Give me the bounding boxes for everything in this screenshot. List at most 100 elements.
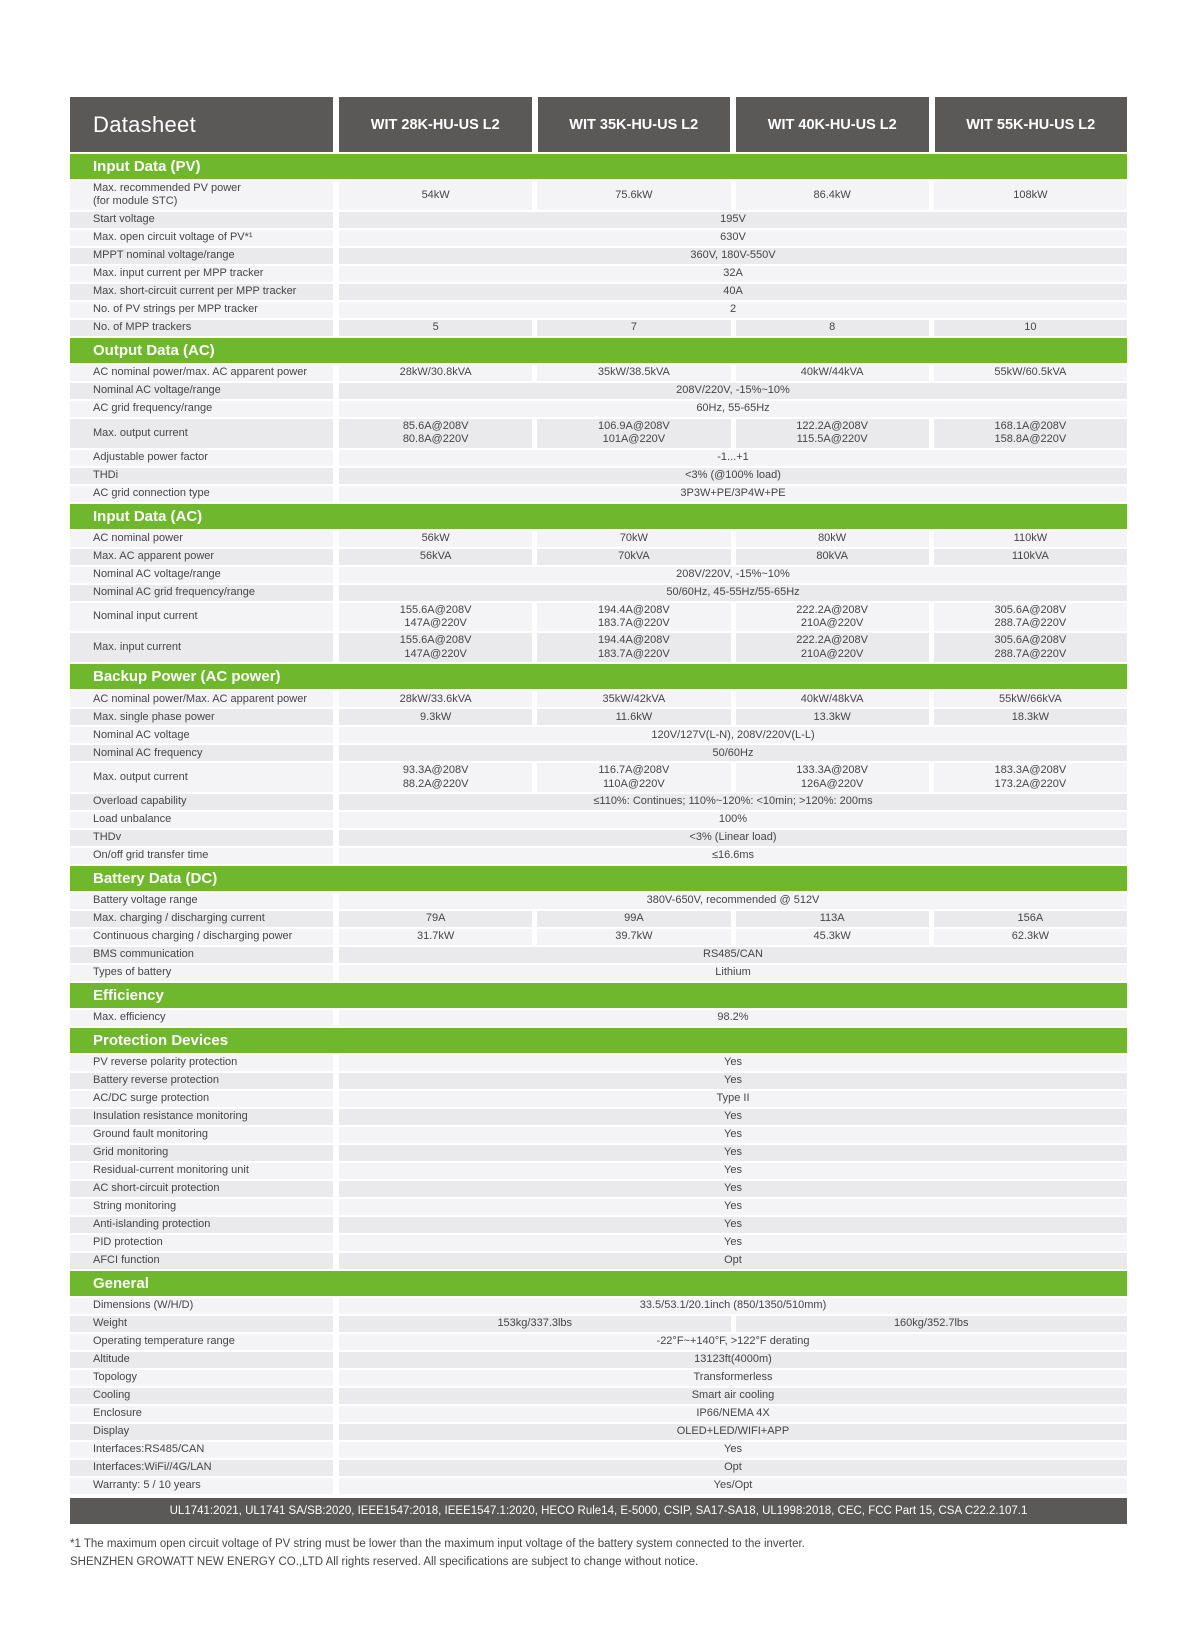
- row-value: 194.4A@208V 183.7A@220V: [537, 633, 731, 663]
- row-value: 85.6A@208V 80.8A@220V: [339, 418, 533, 448]
- datasheet-table: Input Data (PV) Max. recommended PV power…: [70, 154, 1127, 1495]
- row-value: 208V/220V, -15%~10%: [339, 382, 1127, 399]
- row-value: 156A: [933, 911, 1127, 928]
- row-label: Overload capability: [70, 794, 333, 811]
- row-value: 305.6A@208V 288.7A@220V: [933, 633, 1127, 663]
- row-values: 9.3kW 11.6kW 13.3kW 18.3kW: [339, 709, 1127, 726]
- row-value: 62.3kW: [933, 929, 1127, 946]
- row-value: 7: [537, 319, 731, 336]
- spec-row: Max. single phase power 9.3kW 11.6kW 13.3kW…: [70, 709, 1127, 726]
- row-value: 28kW/33.6kVA: [339, 691, 533, 708]
- page-title: Datasheet: [70, 97, 333, 152]
- row-label: Start voltage: [70, 211, 333, 228]
- row-values: 50/60Hz: [339, 745, 1127, 762]
- row-value: 106.9A@208V 101A@220V: [537, 418, 731, 448]
- row-values: Yes: [339, 1217, 1127, 1234]
- row-label: Max. charging / discharging current: [70, 911, 333, 928]
- spec-row: Display OLED+LED/WIFI+APP: [70, 1424, 1127, 1441]
- row-values: ≤110%: Continues; 110%~120%: <10min; >12…: [339, 794, 1127, 811]
- spec-row: AC nominal power/max. AC apparent power 2…: [70, 364, 1127, 381]
- row-value: Lithium: [339, 965, 1127, 982]
- row-values: Yes: [339, 1199, 1127, 1216]
- row-values: Yes: [339, 1163, 1127, 1180]
- spec-row: BMS communication RS485/CAN: [70, 947, 1127, 964]
- row-label: Interfaces:WiFi//4G/LAN: [70, 1460, 333, 1477]
- row-value: Opt: [339, 1460, 1127, 1477]
- row-value: ≤110%: Continues; 110%~120%: <10min; >12…: [339, 794, 1127, 811]
- spec-row: Altitude 13123ft(4000m): [70, 1352, 1127, 1369]
- spec-row: AFCI function Opt: [70, 1253, 1127, 1270]
- section-header: Efficiency: [70, 983, 1127, 1009]
- row-value: 630V: [339, 229, 1127, 246]
- spec-row: Adjustable power factor -1...+1: [70, 449, 1127, 466]
- footnote-max-open-circuit: *1 The maximum open circuit voltage of P…: [70, 1538, 805, 1551]
- row-value: 56kVA: [339, 548, 533, 565]
- row-label: Cooling: [70, 1388, 333, 1405]
- datasheet-page: Datasheet WIT 28K-HU-US L2 WIT 35K-HU-US…: [70, 97, 1127, 1572]
- row-values: Transformerless: [339, 1370, 1127, 1387]
- row-label: Enclosure: [70, 1406, 333, 1423]
- row-value: 54kW: [339, 181, 533, 210]
- row-value: 155.6A@208V 147A@220V: [339, 633, 533, 663]
- row-value: Smart air cooling: [339, 1388, 1127, 1405]
- row-values: Yes: [339, 1442, 1127, 1459]
- row-values: 208V/220V, -15%~10%: [339, 566, 1127, 583]
- row-label: AC grid connection type: [70, 485, 333, 502]
- row-value: 50/60Hz, 45-55Hz/55-65Hz: [339, 584, 1127, 601]
- spec-row: AC nominal power/Max. AC apparent power 2…: [70, 691, 1127, 708]
- row-value: 79A: [339, 911, 533, 928]
- spec-row: Types of battery Lithium: [70, 965, 1127, 982]
- row-label: Max. efficiency: [70, 1010, 333, 1027]
- row-values: -1...+1: [339, 449, 1127, 466]
- row-label: Nominal AC voltage/range: [70, 382, 333, 399]
- row-value: 305.6A@208V 288.7A@220V: [933, 602, 1127, 632]
- row-values: 5 7 8 10: [339, 319, 1127, 336]
- footnotes: *1 The maximum open circuit voltage of P…: [70, 1536, 1127, 1572]
- spec-row: Max. charging / discharging current 79A 99…: [70, 911, 1127, 928]
- row-value: 45.3kW: [735, 929, 929, 946]
- row-values: 40A: [339, 283, 1127, 300]
- section-header: Protection Devices: [70, 1028, 1127, 1054]
- row-value: 86.4kW: [735, 181, 929, 210]
- row-label: On/off grid transfer time: [70, 848, 333, 865]
- row-values: 85.6A@208V 80.8A@220V 106.9A@208V 101A@22…: [339, 418, 1127, 448]
- row-values: 120V/127V(L-N), 208V/220V(L-L): [339, 727, 1127, 744]
- row-value: 108kW: [933, 181, 1127, 210]
- row-value: -22°F~+140°F, >122°F derating: [339, 1334, 1127, 1351]
- row-value: 13123ft(4000m): [339, 1352, 1127, 1369]
- row-label: Insulation resistance monitoring: [70, 1109, 333, 1126]
- row-value: Yes: [339, 1145, 1127, 1162]
- row-value: Yes: [339, 1073, 1127, 1090]
- row-value: 153kg/337.3lbs: [339, 1316, 731, 1333]
- spec-row: Start voltage 195V: [70, 211, 1127, 228]
- row-label: Battery voltage range: [70, 893, 333, 910]
- spec-row: Max. recommended PV power (for module ST…: [70, 181, 1127, 210]
- row-values: 93.3A@208V 88.2A@220V 116.7A@208V 110A@22…: [339, 763, 1127, 793]
- row-value: 116.7A@208V 110A@220V: [537, 763, 731, 793]
- row-value: 70kVA: [537, 548, 731, 565]
- spec-row: No. of PV strings per MPP tracker 2: [70, 301, 1127, 318]
- row-value: Opt: [339, 1253, 1127, 1270]
- row-value: 133.3A@208V 126A@220V: [735, 763, 929, 793]
- row-label: Load unbalance: [70, 812, 333, 829]
- row-value: 2: [339, 301, 1127, 318]
- section-header: Input Data (PV): [70, 154, 1127, 179]
- row-label: No. of MPP trackers: [70, 319, 333, 336]
- row-values: 56kW 70kW 80kW 110kW: [339, 530, 1127, 547]
- row-values: OLED+LED/WIFI+APP: [339, 1424, 1127, 1441]
- row-label: Nominal AC voltage/range: [70, 566, 333, 583]
- spec-row: Continuous charging / discharging power 3…: [70, 929, 1127, 946]
- row-label: Continuous charging / discharging power: [70, 929, 333, 946]
- row-values: <3% (Linear load): [339, 830, 1127, 847]
- row-label: Max. output current: [70, 763, 333, 793]
- spec-row: Grid monitoring Yes: [70, 1145, 1127, 1162]
- spec-row: AC nominal power 56kW 70kW 80kW 110kW: [70, 530, 1127, 547]
- spec-row: AC short-circuit protection Yes: [70, 1181, 1127, 1198]
- row-value: Yes: [339, 1181, 1127, 1198]
- row-value: Yes/Opt: [339, 1478, 1127, 1495]
- row-label: MPPT nominal voltage/range: [70, 247, 333, 264]
- row-value: 40A: [339, 283, 1127, 300]
- row-value: ≤16.6ms: [339, 848, 1127, 865]
- section-header: Input Data (AC): [70, 503, 1127, 529]
- row-values: 98.2%: [339, 1010, 1127, 1027]
